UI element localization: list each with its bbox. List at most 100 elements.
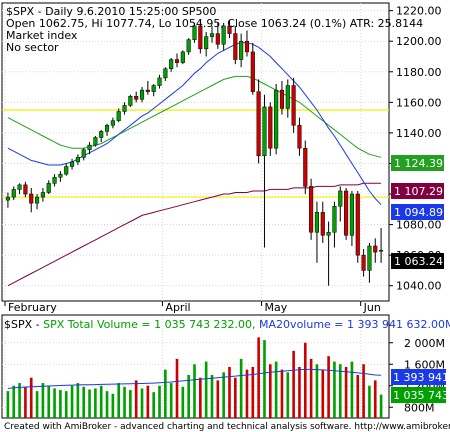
volume-bar [216,380,220,418]
candle-body [215,33,220,45]
candle-body [11,189,16,198]
candle-body [309,186,314,233]
price-badge-label: 1 063.24 [394,255,443,268]
volume-ma20-polyline [7,368,382,389]
candle-body [338,190,343,207]
price-badge: 1 107.29 [391,183,444,199]
price-badge-bg [391,155,444,171]
candle-body [104,125,110,132]
volume-bar [333,361,336,418]
candle-body [180,51,185,63]
candle-body [239,40,244,60]
candle-body [174,59,180,63]
price-badge: 1 063.24 [391,253,444,269]
price-badge-label: 1 124.39 [394,157,443,170]
price-badge: 1 124.39 [391,155,444,171]
price-tick-label: 1200.00 [396,35,442,48]
volume-bar [268,364,272,418]
volume-bar [327,356,330,418]
candle [239,33,244,68]
volume-bar [228,366,231,418]
candle [52,174,57,187]
volume-badge: 1 393 941 [391,369,449,385]
volume-bar [134,380,138,418]
candle-body [320,212,325,236]
candle [332,201,337,248]
price-candles [5,19,384,286]
candle-body [52,176,57,184]
candle [11,186,16,201]
candle [274,83,279,155]
volume-bar [158,385,161,418]
candle-body [29,193,34,204]
volume-bar [123,386,126,418]
candle [134,91,139,103]
x-tick-label: April [165,301,190,314]
volume-bar [234,377,237,418]
candle-body [344,190,349,236]
candle [361,249,366,277]
candle [81,148,86,161]
candle-body [233,33,238,60]
ma-green-line [7,75,382,158]
volume-bar [274,361,278,418]
candle [157,74,162,89]
candle-body [145,89,150,92]
candle [338,186,343,222]
volume-bar [204,361,208,418]
candle-body [134,95,139,100]
price-badge-bg [391,204,444,220]
candle-body [291,85,296,126]
candle-body [69,161,75,167]
candle-body [192,25,197,40]
candle [227,19,232,39]
candle-body [35,196,40,204]
candle [104,123,110,136]
x-tick-label: May [265,301,288,314]
volume-bar [12,385,16,418]
volume-badge-bg [391,369,446,385]
candle-body [373,245,378,253]
volume-bar [82,386,86,418]
candle-body [157,77,162,86]
candle [46,180,51,195]
candle-body [87,144,92,150]
candle-body [303,147,308,187]
price-tick-label: 1180.00 [396,66,442,79]
candle-body [64,166,69,175]
candle-body [367,245,372,271]
volume-bars [6,337,383,418]
candle [367,242,372,283]
candle [209,25,215,43]
price-badge-bg [391,253,444,269]
volume-bar [251,366,255,418]
candle-body [75,157,80,163]
price-badge-bg [391,183,444,199]
candle-body [122,105,127,112]
volume-bar [298,366,301,418]
volume-header: $SPX - SPX Total Volume = 1 035 743 232.… [4,318,450,331]
candle [180,50,185,65]
volume-bar [362,364,365,418]
volume-bar [175,358,179,418]
volume-bar [292,350,295,418]
volume-bar [18,383,21,418]
candle [40,187,45,202]
volume-bar [373,380,377,418]
candle [93,135,98,147]
price-horizontal-lines [2,109,389,198]
volume-bar [245,369,249,418]
volume-bar [140,388,144,418]
candle-body [46,183,51,193]
candle [233,25,238,65]
candle-body [128,95,133,106]
volume-bar [129,390,132,418]
candle-body [40,192,45,198]
candle [35,194,40,210]
candle-body [274,89,279,149]
candle [69,158,75,170]
price-panel-frame [1,2,390,302]
volume-bar [338,364,342,418]
volume-header-prefix: $SPX - [4,318,43,331]
